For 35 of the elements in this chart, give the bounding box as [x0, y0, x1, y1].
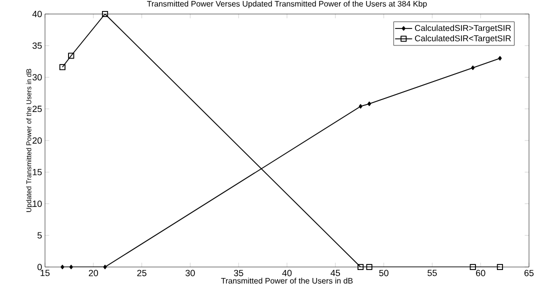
point	[470, 264, 476, 270]
point	[103, 264, 107, 270]
point	[60, 264, 64, 270]
x-tick-label: 60	[476, 270, 486, 276]
y-tick-label: 10	[32, 200, 42, 207]
point	[366, 264, 372, 270]
y-tick-label: 15	[32, 168, 42, 176]
x-tick-label: 25	[137, 270, 146, 276]
x-tick-label: 20	[88, 270, 98, 276]
x-tick-label: 50	[379, 270, 388, 276]
legend-label: CalculatedSIR>TargetSIR	[415, 24, 511, 33]
x-tick-label: 30	[186, 270, 195, 276]
y-tick-label: 0	[38, 264, 42, 270]
x-tick-label: 65	[524, 270, 534, 276]
point	[68, 52, 74, 59]
legend-label: CalculatedSIR<TargetSIR	[415, 35, 511, 43]
x-tick-label: 55	[428, 270, 437, 276]
y-tick-label: 25	[32, 106, 42, 112]
point	[498, 56, 502, 61]
point	[496, 264, 503, 270]
point	[69, 264, 73, 270]
y-tick-label: 40	[32, 10, 42, 18]
point	[367, 102, 372, 106]
y-tick-label: 20	[32, 137, 42, 144]
y-tick-label: 35	[32, 42, 42, 49]
x-tick-label: 35	[234, 270, 244, 276]
point	[358, 264, 364, 270]
point	[471, 66, 475, 70]
point	[102, 10, 108, 18]
point	[358, 104, 362, 109]
x-tick-label: 45	[330, 270, 340, 276]
y-tick-label: 30	[32, 74, 42, 80]
x-tick-label: 40	[282, 270, 292, 276]
y-tick-label: 5	[38, 232, 42, 239]
point	[59, 64, 66, 70]
